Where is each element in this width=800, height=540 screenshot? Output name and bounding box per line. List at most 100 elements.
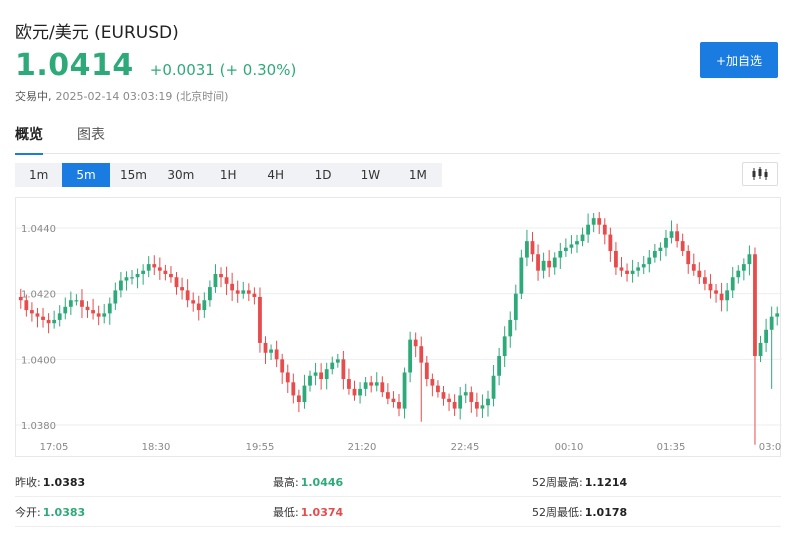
price-change: +0.0031 (+ 0.30%): [149, 61, 297, 79]
candle: [547, 250, 552, 278]
candle: [207, 280, 212, 307]
candle: [18, 288, 23, 309]
candle: [324, 362, 329, 390]
candle: [369, 375, 374, 393]
candle: [308, 370, 312, 392]
period-1d[interactable]: 1D: [314, 168, 332, 182]
status-label: 交易中,: [15, 90, 52, 103]
stat-52w-low: 52周最低: 1.0178: [532, 506, 628, 519]
candle: [580, 227, 585, 247]
period-30m[interactable]: 30m: [167, 168, 195, 182]
candle: [747, 245, 752, 276]
candle: [335, 353, 340, 368]
candle: [313, 362, 318, 386]
period-selector: 1m 5m 15m 30m 1H 4H 1D 1W 1M: [15, 163, 442, 187]
candle: [541, 252, 546, 279]
candle: [135, 268, 140, 289]
candle: [24, 294, 29, 317]
instrument-title: 欧元/美元 (EURUSD): [15, 23, 179, 43]
candle: [691, 253, 696, 276]
stat-52w-high: 52周最高: 1.1214: [532, 476, 628, 489]
candle: [764, 318, 768, 352]
candle: [280, 353, 285, 384]
period-1m[interactable]: 1m: [29, 168, 49, 182]
candle: [703, 270, 707, 291]
add-to-watchlist-button[interactable]: +加自选: [700, 42, 778, 78]
candle: [169, 266, 173, 283]
candle: [258, 287, 262, 353]
candle: [652, 243, 657, 263]
candle: [536, 244, 540, 281]
candle: [753, 247, 757, 445]
candle: [452, 394, 457, 416]
price-chart[interactable]: 1.0440 1.0420 1.0400 1.0380 17:05 18:30 19:55 2…: [15, 197, 782, 457]
candle: [152, 255, 157, 275]
candle: [230, 272, 235, 301]
candle: [697, 262, 702, 285]
candle: [219, 267, 223, 288]
stat-prev-close: 昨收: 1.0383: [15, 476, 86, 489]
stats-row: 昨收: 1.0383 最高: 1.0446 52周最高: 1.1214: [15, 468, 781, 497]
candle: [719, 282, 724, 312]
candle: [296, 389, 301, 413]
candle: [469, 386, 474, 413]
candle: [252, 287, 257, 305]
candle: [408, 331, 413, 383]
candle: [68, 291, 73, 315]
candle: [107, 297, 112, 325]
candle: [474, 392, 479, 417]
x-tick-label: 19:55: [246, 442, 275, 453]
candle: [664, 229, 668, 257]
period-1w[interactable]: 1W: [360, 168, 381, 182]
candle: [625, 263, 629, 282]
candle: [374, 372, 379, 392]
candle: [180, 277, 184, 300]
candle: [102, 304, 107, 324]
period-5m[interactable]: 5m: [62, 163, 110, 187]
candle: [358, 382, 362, 404]
period-1h[interactable]: 1H: [219, 168, 237, 182]
x-tick-label: 17:05: [40, 442, 69, 453]
candle: [330, 356, 335, 375]
candle: [196, 295, 201, 321]
candle: [491, 365, 496, 407]
view-tabs: 概览 图表: [15, 124, 780, 155]
candle: [157, 257, 162, 280]
candle: [235, 280, 240, 303]
candle: [680, 233, 685, 257]
chart-type-button[interactable]: [742, 162, 778, 186]
candle: [80, 289, 84, 319]
candle: [319, 363, 324, 390]
candle: [441, 386, 446, 406]
candle: [241, 281, 246, 299]
candle: [769, 306, 774, 389]
candlestick-chart: 1.0440 1.0420 1.0400 1.0380 17:05 18:30 19:55 2…: [16, 212, 782, 453]
y-tick-label: 1.0400: [21, 355, 56, 366]
candle: [658, 242, 663, 261]
y-tick-label: 1.0420: [21, 290, 56, 301]
candle: [563, 238, 568, 257]
price-row: 1.0414 +0.0031 (+ 0.30%): [15, 48, 296, 83]
tab-overview[interactable]: 概览: [15, 124, 43, 155]
candle: [513, 284, 518, 331]
period-4h[interactable]: 4H: [267, 168, 284, 182]
candle: [508, 311, 513, 348]
candle: [402, 367, 407, 419]
candle: [163, 264, 168, 281]
candle: [419, 336, 424, 422]
candle: [352, 380, 357, 401]
candle: [185, 279, 190, 308]
period-1mo[interactable]: 1M: [408, 168, 427, 182]
candle: [502, 326, 507, 367]
candle: [430, 373, 435, 397]
period-15m[interactable]: 15m: [119, 168, 147, 182]
candle: [614, 242, 618, 275]
candle: [52, 310, 57, 329]
x-tick-label: 03:0: [759, 442, 781, 453]
candle: [30, 302, 34, 322]
candle: [675, 223, 680, 248]
candle: [74, 294, 79, 306]
tab-chart[interactable]: 图表: [77, 127, 105, 143]
y-tick-label: 1.0440: [21, 224, 56, 235]
candle: [714, 283, 718, 303]
